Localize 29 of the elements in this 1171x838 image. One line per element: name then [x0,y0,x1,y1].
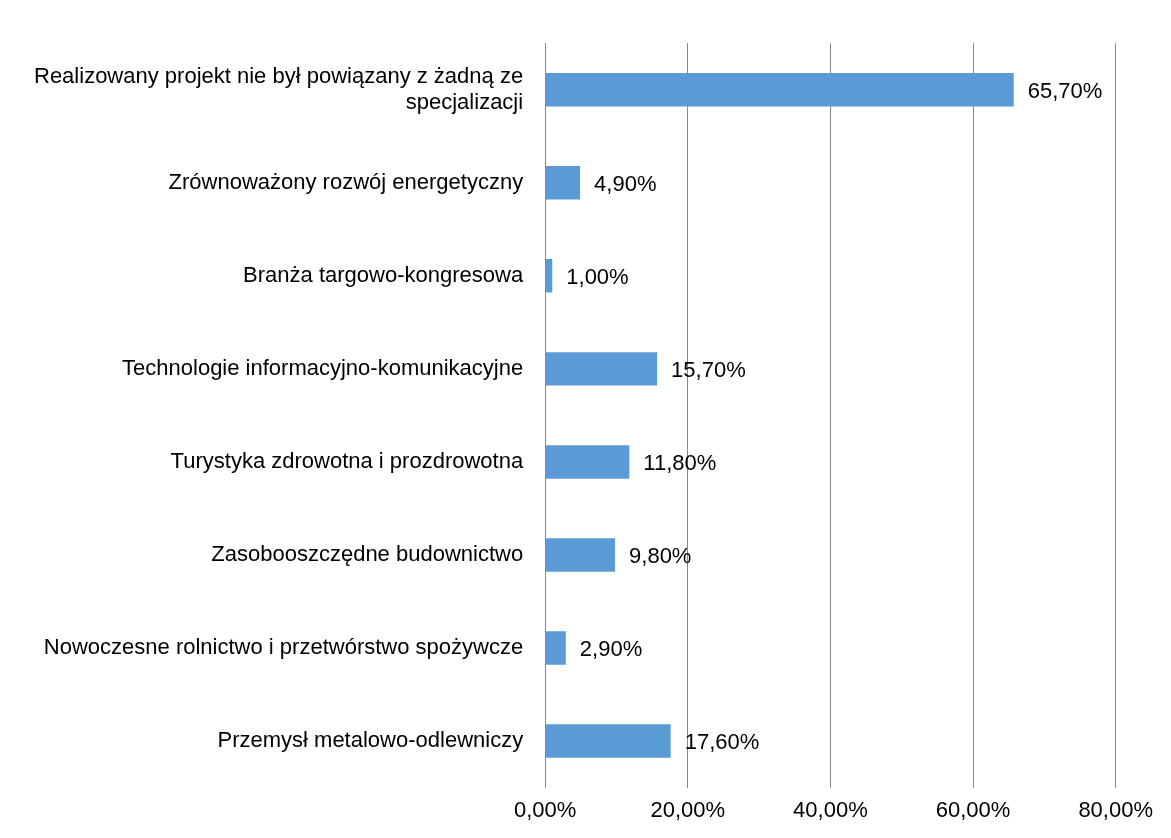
y-tick-label: Realizowany projekt nie był powiązany z żadną ze specjalizacji [34,62,524,114]
y-tick-label: Nowoczesne rolnictwo i przetwórstwo spożywcze [43,634,524,660]
y-tick-label: Branża targowo-kongresowa [243,261,524,287]
data-label: 2,90% [579,636,643,662]
data-label: 9,80% [629,543,692,569]
data-label: 4,90% [594,170,657,196]
bar [545,724,671,758]
x-tick-label: 40,00% [793,796,868,822]
data-label: 15,70% [671,356,746,382]
y-tick-label: Technologie informacyjno-komunikacyjne [122,354,524,380]
bar [545,259,553,293]
data-label: 1,00% [566,263,629,289]
y-tick-label: Przemysł metalowo-odlewniczy [217,727,524,753]
bar [545,166,581,200]
bar [545,352,658,386]
y-tick-label: Turystyka zdrowotna i prozdrowotna [170,447,524,473]
bar [545,72,1014,107]
x-tick-label: 0,00% [513,796,577,822]
x-tick-label: 80,00% [1078,796,1153,822]
x-tick-label: 20,00% [650,796,726,822]
x-tick-label: 60,00% [935,796,1011,822]
y-tick-label: Zasobooszczędne budownictwo [211,541,524,567]
bar [545,631,566,665]
data-label: 17,60% [684,729,760,755]
data-label: 65,70% [1027,77,1103,103]
bar [545,445,630,479]
bar [545,538,616,572]
y-tick-label: Zrównoważony rozwój energetyczny [168,168,524,194]
data-label: 11,80% [643,449,717,475]
